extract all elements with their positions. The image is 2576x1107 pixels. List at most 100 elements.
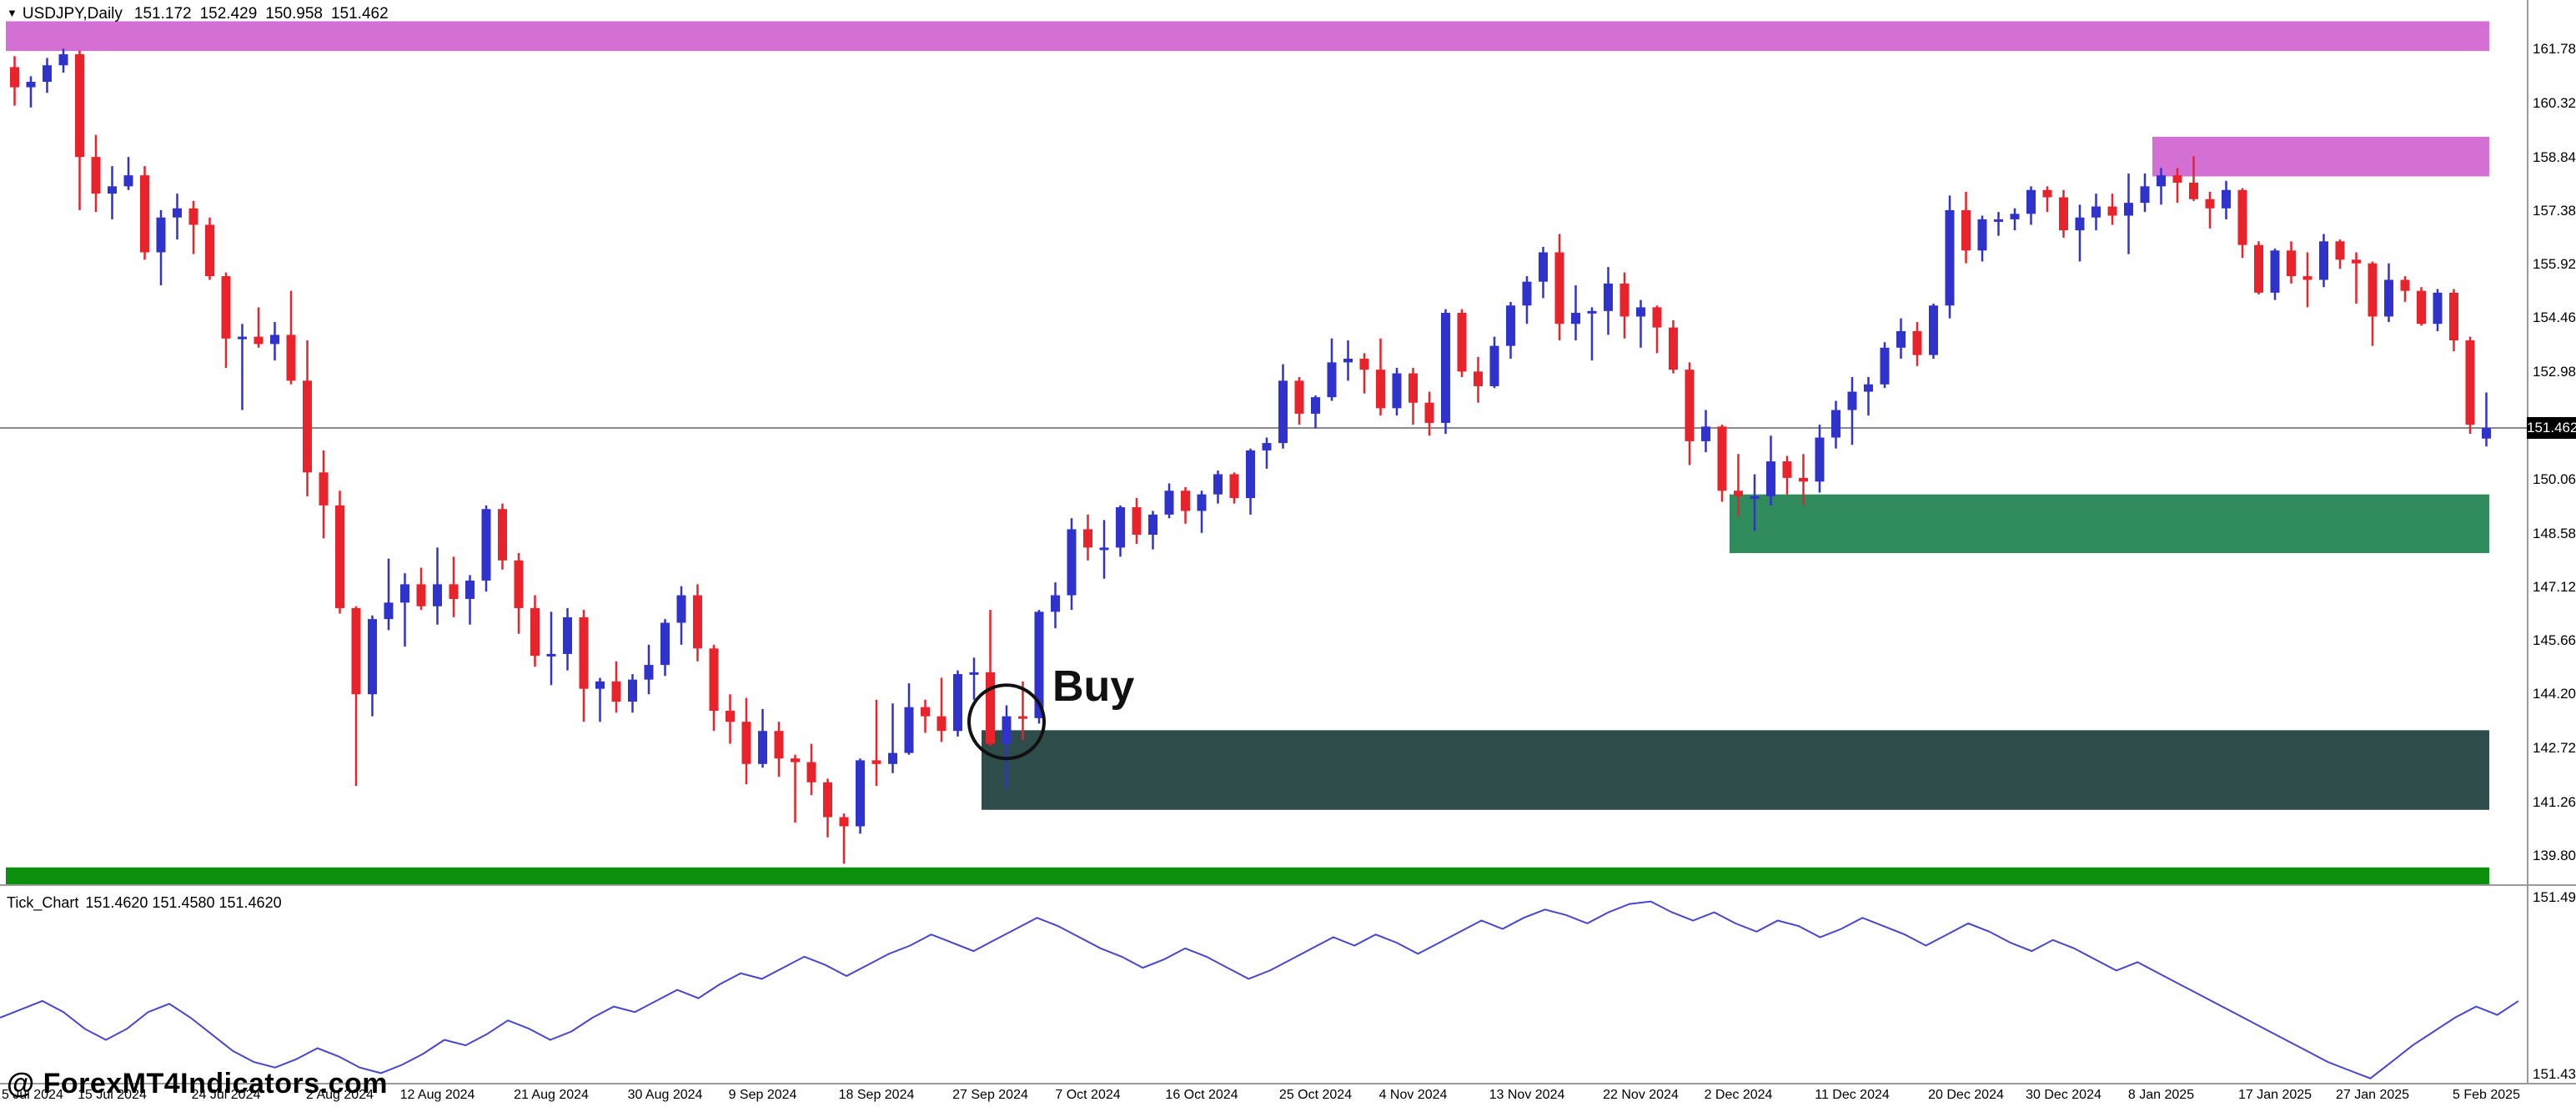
candle-body [2254, 244, 2263, 293]
candle-body [2287, 250, 2296, 277]
price-axis-label: 144.200 [2533, 686, 2576, 702]
candle-body [1994, 219, 2003, 222]
collapse-arrow-icon[interactable]: ▼ [7, 7, 18, 19]
candle-body [1864, 384, 1873, 392]
candle-body [221, 276, 231, 339]
time-axis[interactable]: 5 Jul 2024 15 Jul 2024 24 Jul 2024 2 Aug 20… [0, 1088, 2527, 1107]
candle-body [2075, 217, 2085, 231]
supply-zone-upper[interactable] [6, 21, 2489, 52]
candle-body [2010, 214, 2020, 219]
price-axis-label: 161.780 [2533, 41, 2576, 58]
time-axis-label: 4 Nov 2024 [1378, 1088, 1448, 1102]
candle-body [1831, 410, 1840, 438]
indicator-values: 151.4620 151.4580 151.4620 [85, 894, 282, 911]
candle-body [2384, 279, 2393, 317]
demand-zone-green[interactable] [1730, 494, 2489, 553]
candle-body [1847, 391, 1857, 410]
price-axis-label: 158.840 [2533, 148, 2576, 165]
indicator-name: Tick_Chart [7, 894, 79, 911]
time-axis-label: 8 Jan 2025 [2127, 1088, 2195, 1102]
time-axis-label: 27 Sep 2024 [952, 1088, 1028, 1102]
candle-body [530, 607, 540, 657]
candle-body [579, 616, 589, 689]
candle-body [1409, 373, 1418, 403]
price-axis-label: 152.980 [2533, 364, 2576, 380]
candle-body [2465, 340, 2475, 425]
tick-chart-indicator-canvas[interactable] [0, 886, 2527, 1083]
candle-body [1018, 716, 1027, 719]
candle-body [1343, 358, 1353, 363]
price-axis-label: 142.720 [2533, 740, 2576, 757]
time-axis-label: 5 Jul 2024 [2, 1088, 63, 1102]
candle-body [693, 595, 702, 649]
supply-zone-right[interactable] [2152, 136, 2489, 177]
candle-body [1083, 529, 1092, 548]
candle-body [1539, 252, 1548, 282]
candle-body [433, 584, 442, 606]
candle-body [2157, 175, 2166, 187]
candle-body [1669, 327, 1678, 370]
candle-body [43, 65, 52, 83]
time-axis-label: 5 Feb 2025 [2453, 1088, 2520, 1102]
candle-body [1067, 529, 1077, 596]
candle-body [1392, 373, 1402, 409]
candle-body [1262, 443, 1272, 450]
symbol-quote-header: ▼ USDJPY,Daily 151.172 152.429 150.958 151.46… [7, 5, 397, 23]
instrument-label: USDJPY,Daily [22, 5, 123, 23]
time-axis-label: 9 Sep 2024 [728, 1088, 797, 1102]
main-price-chart-canvas[interactable]: Buy [0, 0, 2527, 884]
candle-body [1554, 252, 1564, 325]
candle-body [1685, 370, 1695, 441]
candle-body [936, 716, 947, 732]
time-axis-label: 27 Jan 2025 [2335, 1088, 2410, 1102]
candle-body [871, 760, 881, 764]
price-axis-label: 147.120 [2533, 578, 2576, 595]
candle-body [1961, 209, 1971, 251]
candle-body [173, 208, 182, 218]
indicator-panel-divider[interactable] [0, 884, 2576, 886]
candle-body [921, 707, 930, 717]
candle-body [1604, 283, 1613, 311]
candle-body [1945, 209, 1955, 306]
candle-body [1376, 370, 1385, 409]
time-axis-label: 15 Jul 2024 [78, 1088, 147, 1102]
candle-body [2417, 290, 2426, 325]
candle-body [58, 54, 68, 66]
candle-body [514, 560, 524, 608]
time-axis-label: 22 Nov 2024 [1603, 1088, 1679, 1102]
candle-body [286, 335, 296, 381]
candle-body [156, 217, 166, 253]
candle-body [1051, 595, 1060, 612]
watermark: @ ForexMT4Indicators.com [7, 1068, 389, 1099]
support-band-bottom[interactable] [6, 867, 2489, 884]
candle-body [2222, 189, 2231, 209]
candle-body [546, 653, 556, 657]
candle-body [791, 758, 800, 762]
candle-body [351, 607, 361, 695]
candle-body [676, 595, 686, 623]
price-axis[interactable]: 151.462 161.780 160.320 158.840 157.380 155.… [2527, 0, 2576, 884]
candle-body [2237, 189, 2247, 245]
candle-body [2124, 203, 2133, 216]
candle-body [1278, 380, 1288, 444]
price-axis-label: 150.060 [2533, 470, 2576, 487]
candle-body [1457, 313, 1467, 372]
candle-body [2433, 292, 2443, 325]
candle-body [2302, 276, 2312, 280]
candle-body [2205, 199, 2215, 209]
buy-circle[interactable] [967, 683, 1046, 761]
candle-body [254, 336, 264, 345]
candle-body [368, 619, 377, 695]
candle-body [1571, 313, 1580, 325]
buy-label[interactable]: Buy [1052, 662, 1134, 711]
candle-body [270, 335, 279, 345]
candle-body [1132, 507, 1142, 536]
time-axis-label: 30 Aug 2024 [627, 1088, 703, 1102]
candle-body [2482, 427, 2491, 439]
demand-zone-teal[interactable] [982, 730, 2489, 810]
candle-body [303, 380, 312, 473]
candle-body [1506, 305, 1515, 346]
candle-body [1652, 307, 1662, 328]
quote-low: 150.958 [265, 5, 323, 23]
